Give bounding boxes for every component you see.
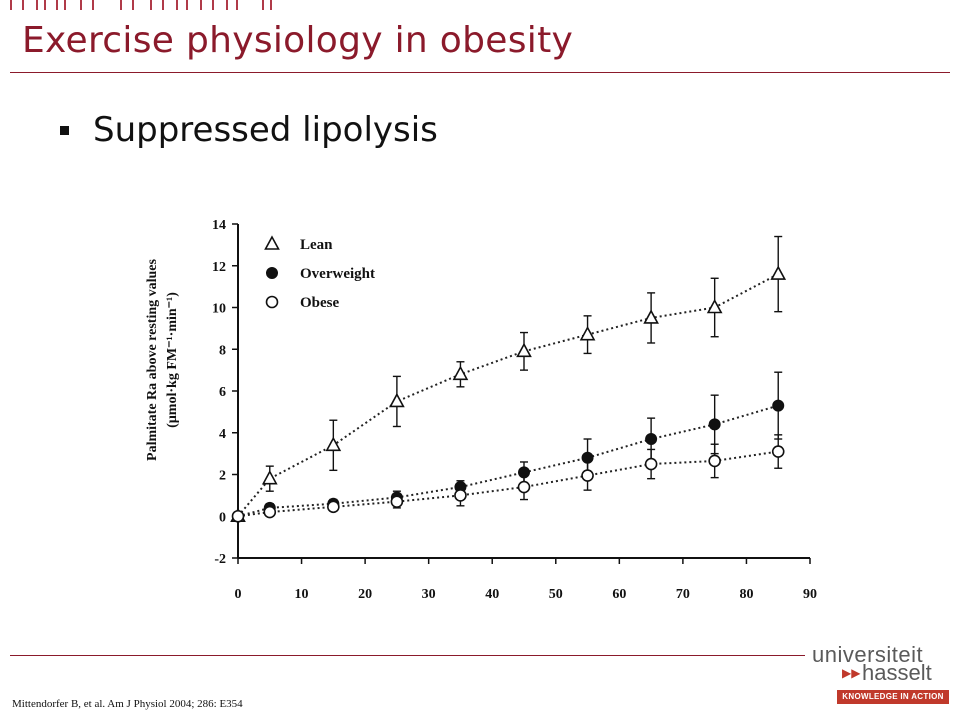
data-point [770,265,787,280]
y-axis-label-line2: (µmol·kg FM⁻¹·min⁻¹) [165,292,180,428]
data-point [644,457,658,471]
bullet-text: Suppressed lipolysis [93,110,438,150]
data-point [771,445,785,458]
y-tick-label: 0 [219,510,226,525]
data-point [643,309,659,324]
y-tick-label: 10 [212,302,226,317]
chart-legend: Lean Overweight Obese [264,235,375,311]
footer-divider [10,655,805,656]
data-point [327,500,340,514]
x-tick-label: 40 [485,587,499,602]
bullet-square-icon [60,125,69,135]
palmitate-chart: -2 0 2 4 6 8 10 12 14 0 10 20 30 40 50 60 70 80 90 Lean Ov… [145,218,817,602]
data-point [706,298,723,314]
legend-label: Lean [300,237,333,253]
y-tick-label: 8 [219,343,226,358]
data-point [263,505,277,519]
y-axis-label-line1: Palmitate Ra above resting values [145,258,160,460]
x-tick-label: 30 [422,587,436,602]
x-tick-label: 80 [739,587,753,602]
data-point [389,392,405,408]
slide-title: Exercise physiology in obesity [22,20,574,61]
y-tick-label: 14 [212,218,226,233]
data-point [454,489,467,502]
y-tick-label: 2 [219,469,226,484]
series-line [237,404,779,518]
data-point [325,436,342,452]
legend-marker [266,267,278,279]
legend-label: Overweight [300,266,375,282]
logo-line1: universiteit [812,642,924,667]
x-tick-label: 70 [676,587,690,602]
y-axis-ticks: -2 0 2 4 6 8 10 12 14 [212,218,238,567]
x-tick-label: 50 [549,587,563,602]
citation: Mittendorfer B, et al. Am J Physiol 2004… [12,698,243,710]
series-obese [231,434,785,523]
title-divider [10,72,950,73]
bullet-item: Suppressed lipolysis [60,110,438,150]
x-tick-label: 90 [803,587,817,602]
x-axis-ticks: 0 10 20 30 40 50 60 70 80 90 [235,558,817,602]
data-point [579,325,596,341]
series-group [230,235,787,523]
series-line [237,450,779,518]
logo-arrows-icon: ▶▶ [842,666,861,680]
data-point [517,480,531,494]
data-point [772,399,785,412]
header-decoration [10,0,272,10]
legend-marker [264,235,280,250]
x-tick-label: 10 [295,587,309,602]
y-tick-label: 6 [219,385,226,400]
logo-line2: hasselt [862,660,932,685]
logo-tagline: KNOWLEDGE IN ACTION [837,690,949,704]
legend-label: Obese [300,295,340,311]
data-point [581,469,594,482]
data-point [645,433,658,446]
x-tick-label: 20 [358,587,372,602]
series-lean [230,235,787,523]
university-logo: universiteit ▶▶ hasselt KNOWLEDGE IN ACT… [812,642,952,712]
data-point [452,365,469,381]
series-overweight [232,371,785,523]
data-point [516,342,532,358]
x-tick-label: 60 [612,587,626,602]
data-point [708,418,721,431]
data-point [231,509,245,523]
x-tick-label: 0 [235,587,242,602]
legend-marker [265,295,279,309]
y-tick-label: 4 [219,427,226,442]
data-point [390,495,404,508]
y-tick-label: -2 [214,552,226,567]
data-point [708,454,721,468]
series-line [237,273,779,517]
data-point [261,469,278,485]
y-tick-label: 12 [212,260,226,275]
